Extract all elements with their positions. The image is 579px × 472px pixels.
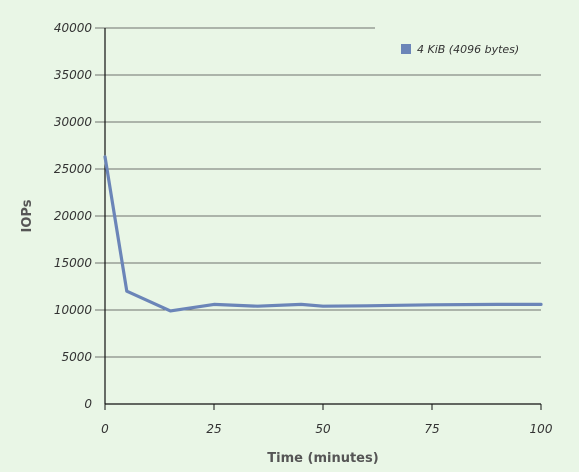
x-tick-labels: 0 25 50 75 100 — [101, 404, 553, 436]
series-line-0 — [103, 155, 543, 313]
x-tick-label: 25 — [206, 422, 221, 436]
legend: 4 KiB (4096 bytes) — [401, 43, 519, 56]
y-tick-label: 25000 — [54, 162, 93, 176]
x-axis-title: Time (minutes) — [267, 451, 378, 466]
series-lines — [103, 155, 543, 313]
y-tick-label: 20000 — [54, 209, 93, 223]
x-tick-label: 0 — [101, 422, 109, 436]
y-tick-label: 10000 — [54, 303, 93, 317]
y-tick-label: 40000 — [54, 21, 93, 35]
x-tick-label: 100 — [530, 422, 553, 436]
y-tick-label: 30000 — [54, 115, 93, 129]
y-axis-title: IOPs — [20, 199, 35, 232]
y-tick-label: 35000 — [54, 68, 93, 82]
y-tick-labels: 0 5000 10000 15000 20000 25000 30000 35000 40000 — [54, 21, 93, 411]
y-tick-label: 5000 — [61, 350, 92, 364]
x-tick-label: 75 — [424, 422, 439, 436]
y-tick-label: 0 — [84, 397, 92, 411]
legend-swatch — [401, 44, 411, 54]
legend-label: 4 KiB (4096 bytes) — [417, 43, 519, 56]
x-tick-label: 50 — [315, 422, 331, 436]
y-tick-label: 15000 — [54, 256, 93, 270]
